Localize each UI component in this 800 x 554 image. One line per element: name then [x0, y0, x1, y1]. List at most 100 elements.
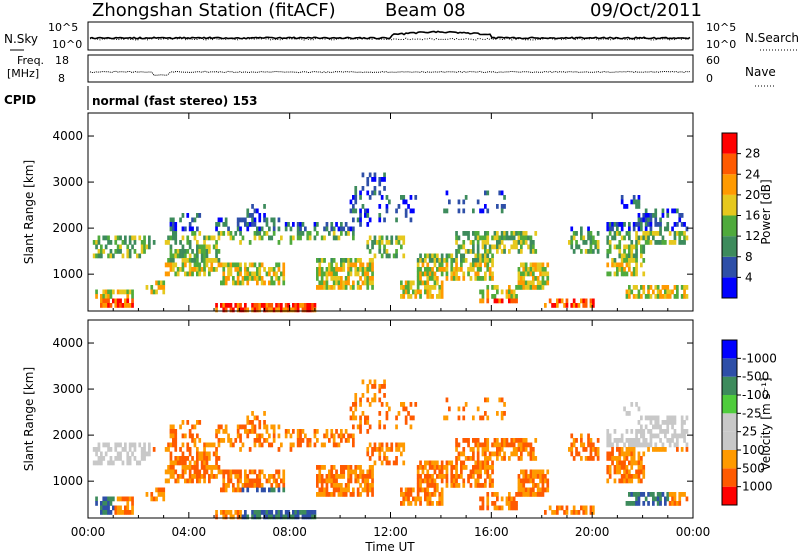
heatmap-cell	[652, 235, 655, 241]
heatmap-cell	[520, 235, 523, 241]
heatmap-cell	[678, 501, 682, 506]
heatmap-cell	[685, 415, 689, 421]
heatmap-cell	[349, 433, 353, 439]
heatmap-cell	[332, 235, 336, 241]
heatmap-cell	[131, 298, 134, 304]
heatmap-cell	[104, 442, 108, 448]
heatmap-cell	[625, 231, 629, 236]
heatmap-cell	[500, 496, 504, 502]
heatmap-cell	[524, 469, 528, 475]
heatmap-cell	[620, 478, 624, 484]
heatmap-cell	[179, 460, 182, 466]
heatmap-cell	[143, 249, 146, 254]
heatmap-cell	[124, 442, 127, 448]
heatmap-cell	[241, 483, 245, 488]
heatmap-cell	[517, 492, 521, 497]
heatmap-cell	[625, 447, 629, 452]
heatmap-cell	[635, 402, 638, 407]
heatmap-cell	[200, 460, 204, 466]
heatmap-cell	[176, 456, 180, 461]
heatmap-cell	[239, 487, 242, 493]
heatmap-cell	[400, 451, 403, 457]
heatmap-cell	[623, 406, 626, 412]
heatmap-cell	[445, 258, 449, 263]
heatmap-cell	[210, 442, 214, 448]
heatmap-cell	[611, 226, 614, 232]
heatmap-cell	[635, 271, 638, 277]
heatmap-cell	[116, 505, 120, 511]
heatmap-cell	[215, 510, 218, 515]
heatmap-cell	[433, 492, 437, 497]
heatmap-cell	[371, 177, 374, 182]
heatmap-cell	[222, 438, 226, 443]
heatmap-cell	[368, 379, 372, 385]
heatmap-cell	[589, 298, 593, 304]
heatmap-cell	[344, 492, 348, 497]
x-tick-label: 08:00	[272, 525, 307, 539]
heatmap-cell	[395, 442, 398, 448]
heatmap-cell	[380, 195, 384, 200]
heatmap-cell	[505, 496, 509, 502]
heatmap-cell	[270, 267, 274, 272]
heatmap-cell	[104, 496, 108, 502]
heatmap-cell	[424, 474, 427, 479]
heatmap-cell	[520, 492, 523, 497]
heatmap-cell	[100, 253, 103, 259]
heatmap-cell	[493, 438, 497, 443]
heatmap-cell	[445, 253, 449, 259]
heatmap-cell	[356, 267, 360, 272]
heatmap-cell	[116, 303, 120, 308]
heatmap-cell	[220, 510, 223, 515]
heatmap-cell	[126, 456, 130, 461]
heatmap-cell	[457, 483, 461, 488]
heatmap-cell	[349, 492, 353, 497]
heatmap-cell	[253, 217, 257, 223]
heatmap-cell	[652, 433, 655, 439]
heatmap-cell	[529, 244, 533, 250]
heatmap-cell	[426, 280, 430, 286]
colorbar-tick-label: 16	[745, 209, 760, 223]
heatmap-cell	[100, 294, 103, 299]
heatmap-cell	[229, 514, 233, 520]
heatmap-cell	[419, 289, 422, 295]
heatmap-cell	[673, 235, 677, 241]
heatmap-cell	[95, 240, 98, 245]
heatmap-cell	[450, 258, 454, 263]
heatmap-cell	[637, 226, 641, 232]
heatmap-cell	[472, 240, 475, 245]
heatmap-cell	[608, 244, 612, 250]
heatmap-cell	[486, 235, 490, 241]
heatmap-cell	[361, 172, 365, 178]
heatmap-cell	[666, 429, 670, 434]
heatmap-cell	[229, 235, 233, 241]
heatmap-cell	[673, 285, 677, 290]
heatmap-cell	[630, 474, 634, 479]
heatmap-cell	[239, 267, 242, 272]
heatmap-cell	[472, 456, 475, 461]
heatmap-cell	[253, 483, 257, 488]
heatmap-cell	[200, 451, 204, 457]
heatmap-cell	[457, 415, 461, 421]
heatmap-cell	[174, 469, 178, 475]
heatmap-cell	[356, 478, 360, 484]
heatmap-cell	[632, 438, 636, 443]
heatmap-cell	[620, 226, 624, 232]
heatmap-cell	[438, 262, 442, 268]
heatmap-cell	[224, 262, 228, 268]
heatmap-cell	[666, 492, 670, 497]
heatmap-cell	[328, 267, 331, 272]
heatmap-cell	[445, 397, 449, 403]
heatmap-cell	[256, 474, 259, 479]
heatmap-cell	[664, 240, 667, 245]
heatmap-cell	[572, 456, 576, 461]
heatmap-cell	[167, 469, 170, 475]
heatmap-cell	[352, 424, 355, 430]
heatmap-cell	[181, 469, 185, 475]
heatmap-cell	[623, 460, 626, 466]
heatmap-cell	[522, 483, 526, 488]
heatmap-cell	[438, 289, 442, 295]
heatmap-cell	[256, 280, 259, 286]
heatmap-cell	[618, 240, 622, 245]
heatmap-cell	[280, 510, 283, 515]
